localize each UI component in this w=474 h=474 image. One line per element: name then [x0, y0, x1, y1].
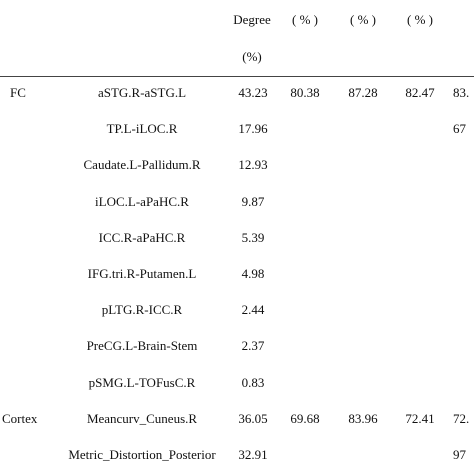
- degree-cell: 32.91: [238, 447, 268, 462]
- header-degree: Degree: [233, 12, 271, 27]
- row-name: Meancurv_Cuneus.R: [86, 410, 198, 426]
- value-cell: 67: [453, 121, 466, 137]
- degree-cell: 5.39: [241, 229, 265, 245]
- degree-cell: 36.05: [238, 410, 268, 426]
- group-label: FC: [10, 85, 26, 100]
- value-cell: 83.: [453, 85, 470, 100]
- row-name: ICC.R-aPaHC.R: [98, 229, 186, 245]
- degree-cell: 4.98: [241, 266, 265, 281]
- row-name: IFG.tri.R-Putamen.L: [87, 266, 197, 281]
- value-cell: 87.28: [348, 85, 378, 100]
- row-name: pLTG.R-ICC.R: [101, 302, 183, 318]
- value-cell: 72.: [453, 410, 470, 426]
- row-name: Caudate.L-Pallidum.R: [83, 157, 201, 173]
- value-cell: 69.68: [290, 410, 320, 426]
- value-cell: 72.41: [405, 410, 435, 426]
- row-name: TP.L-iLOC.R: [106, 121, 178, 137]
- degree-cell: 9.87: [241, 193, 265, 209]
- row-name: pSMG.L-TOFusC.R: [88, 374, 196, 390]
- header-degree: (%): [242, 49, 262, 64]
- degree-cell: 2.44: [241, 302, 265, 318]
- value-cell: 83.96: [348, 410, 378, 426]
- degree-cell: 0.83: [241, 374, 265, 390]
- degree-cell: 12.93: [238, 157, 268, 173]
- row-name: Metric_Distortion_Posterior: [68, 447, 216, 462]
- degree-cell: 43.23: [238, 85, 268, 100]
- value-cell: 82.47: [405, 85, 435, 100]
- value-cell: 80.38: [290, 85, 320, 100]
- header-col: ( % ): [350, 12, 376, 27]
- group-label: Cortex: [2, 410, 38, 426]
- header-rule: [0, 76, 474, 77]
- value-cell: 97: [453, 447, 466, 462]
- row-name: aSTG.R-aSTG.L: [97, 85, 187, 100]
- degree-cell: 17.96: [238, 121, 268, 137]
- header-col: ( % ): [292, 12, 318, 27]
- header-col: ( % ): [407, 12, 433, 27]
- row-name: PreCG.L-Brain-Stem: [86, 338, 198, 354]
- row-name: iLOC.L-aPaHC.R: [95, 193, 189, 209]
- degree-cell: 2.37: [241, 338, 265, 354]
